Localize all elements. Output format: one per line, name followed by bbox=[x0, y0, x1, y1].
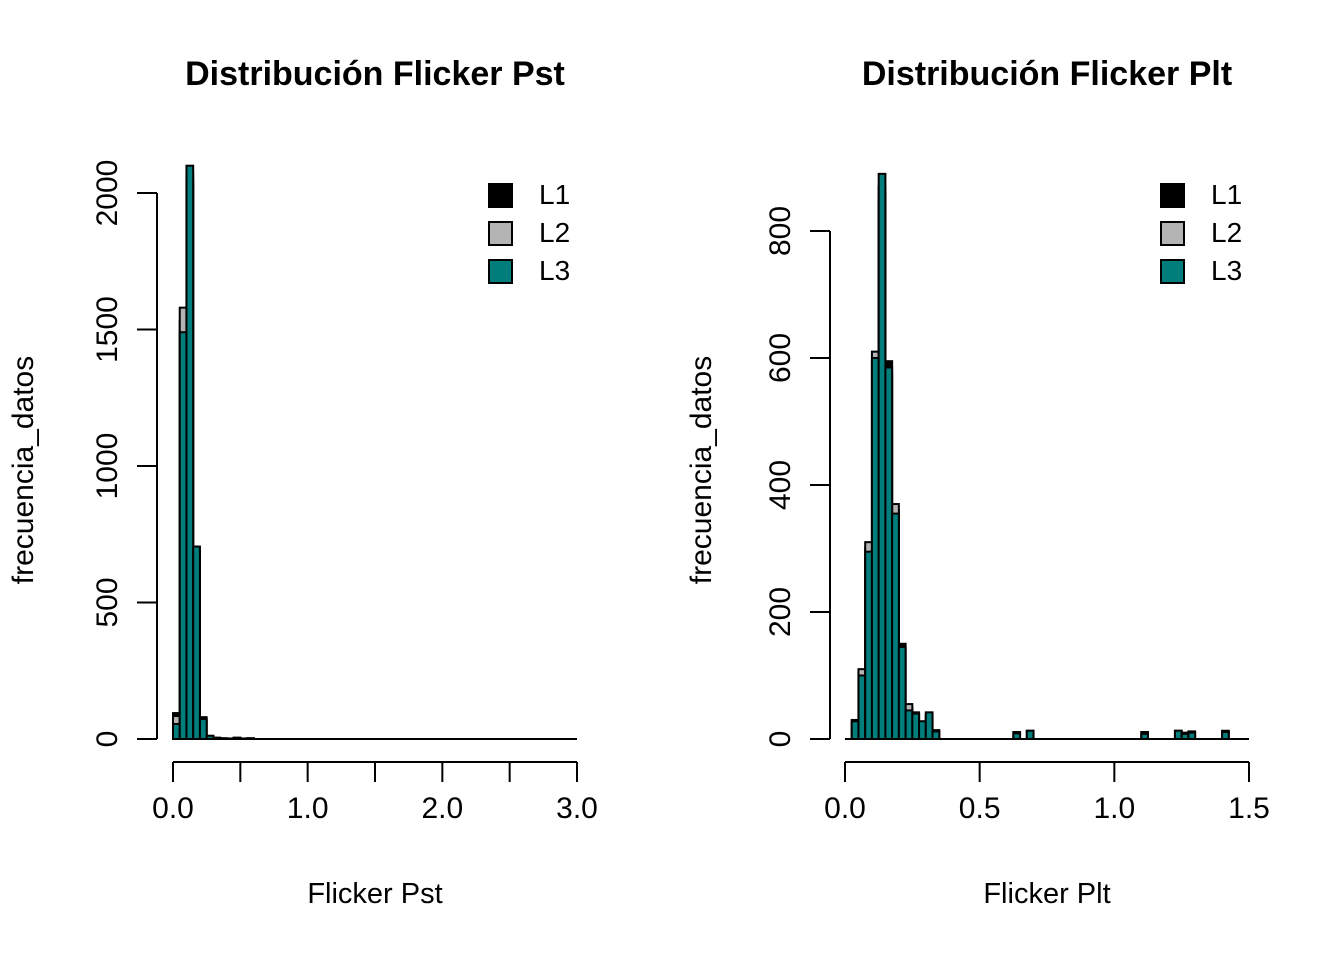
left-legend: L1 L2 L3 bbox=[488, 179, 571, 286]
y-tick-label: 600 bbox=[764, 333, 797, 383]
y-tick-label: 800 bbox=[764, 206, 797, 256]
legend-label-l1: L1 bbox=[539, 179, 571, 210]
left-x-axis-label: Flicker Pst bbox=[307, 878, 443, 910]
histogram-bar bbox=[185, 164, 195, 740]
histogram-bar bbox=[870, 357, 880, 740]
histogram-bar bbox=[1187, 731, 1197, 741]
y-tick-label: 0 bbox=[91, 731, 124, 748]
y-tick-label: 1500 bbox=[91, 296, 124, 363]
histogram-bar bbox=[1221, 731, 1230, 741]
x-tick-label: 2.0 bbox=[421, 792, 463, 825]
histogram-bar bbox=[1173, 729, 1183, 740]
histogram-bar bbox=[1180, 732, 1190, 740]
y-tick-label: 2000 bbox=[91, 160, 124, 227]
left-y-axis-label: frecuencia_datos bbox=[7, 355, 40, 585]
l2-color-swatch bbox=[1160, 220, 1185, 246]
histogram-bar bbox=[850, 720, 860, 740]
histogram-bar bbox=[877, 172, 887, 741]
legend-item-l3: L3 bbox=[488, 255, 571, 286]
l3-color-swatch bbox=[1160, 258, 1185, 284]
legend-label-l2: L2 bbox=[539, 217, 571, 248]
histogram-bar bbox=[232, 736, 242, 741]
histogram-bar bbox=[1012, 732, 1022, 740]
histogram-bar bbox=[911, 712, 921, 740]
x-tick-label: 0.0 bbox=[824, 792, 866, 825]
right-chart-title: Distribución Flicker Plt bbox=[861, 55, 1233, 93]
histogram-bar bbox=[205, 734, 215, 740]
histogram-bar bbox=[219, 737, 228, 740]
legend-item-l2: L2 bbox=[1160, 217, 1243, 248]
l2-color-swatch bbox=[488, 220, 513, 246]
histogram-bar bbox=[857, 674, 867, 740]
legend-item-l1: L1 bbox=[1160, 179, 1243, 210]
panel-flicker-pst: 0 500 1000 1500 2000 0.0 1.0 2.0 3.0 bbox=[91, 160, 598, 825]
histogram-bar bbox=[897, 645, 907, 740]
series-l3 bbox=[172, 164, 255, 741]
x-tick-label: 3.0 bbox=[556, 792, 598, 825]
histogram-bar bbox=[904, 709, 914, 740]
histogram-bar bbox=[212, 736, 222, 741]
x-tick-label: 0.5 bbox=[959, 792, 1001, 825]
y-tick-label: 1000 bbox=[91, 433, 124, 500]
y-tick-label: 500 bbox=[91, 577, 124, 627]
legend-label-l2: L2 bbox=[1211, 217, 1243, 248]
y-tick-label: 0 bbox=[764, 731, 797, 748]
l1-color-swatch bbox=[488, 182, 513, 208]
histogram-bar bbox=[198, 718, 208, 740]
right-legend: L1 L2 L3 bbox=[1160, 179, 1243, 286]
histogram-bar bbox=[246, 737, 255, 740]
x-tick-label: 1.5 bbox=[1228, 792, 1270, 825]
x-tick-label: 1.0 bbox=[287, 792, 329, 825]
legend-label-l1: L1 bbox=[1211, 179, 1243, 210]
histogram-bar bbox=[172, 722, 181, 740]
histogram-bar bbox=[864, 550, 873, 740]
legend-label-l3: L3 bbox=[1211, 255, 1243, 286]
series-l3 bbox=[850, 172, 1230, 741]
x-tick-label: 1.0 bbox=[1093, 792, 1135, 825]
legend-label-l3: L3 bbox=[539, 255, 571, 286]
histogram-bar bbox=[192, 545, 201, 740]
histogram-bar bbox=[918, 720, 927, 740]
histogram-bar bbox=[931, 730, 941, 741]
legend-item-l2: L2 bbox=[488, 217, 571, 248]
y-tick-label: 400 bbox=[764, 460, 797, 510]
histogram-bar bbox=[891, 512, 900, 741]
x-tick-label: 0.0 bbox=[152, 792, 194, 825]
histogram-bar bbox=[178, 331, 188, 740]
legend-item-l3: L3 bbox=[1160, 255, 1243, 286]
right-x-axis-label: Flicker Plt bbox=[983, 878, 1111, 910]
l3-color-swatch bbox=[488, 258, 513, 284]
histogram-bar bbox=[1025, 729, 1035, 740]
histogram-bar bbox=[884, 366, 894, 740]
right-y-axis-label: frecuencia_datos bbox=[685, 355, 718, 585]
y-tick-label: 200 bbox=[764, 587, 797, 637]
left-chart-title: Distribución Flicker Pst bbox=[185, 55, 565, 93]
legend-item-l1: L1 bbox=[488, 179, 571, 210]
l1-color-swatch bbox=[1160, 182, 1185, 208]
histogram-bar bbox=[924, 711, 934, 741]
histogram-bar bbox=[1140, 732, 1150, 740]
panel-flicker-plt: 0 200 400 600 800 0.0 0.5 1.0 1.5 bbox=[764, 172, 1270, 825]
